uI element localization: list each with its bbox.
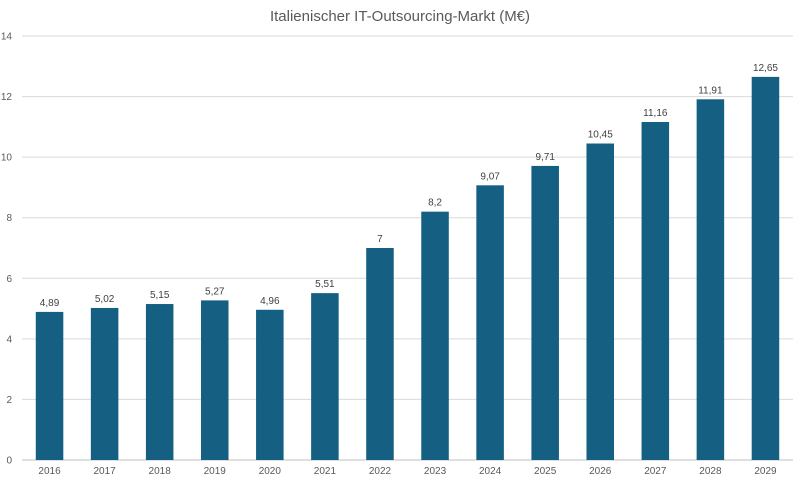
bar <box>696 99 725 460</box>
data-label: 12,65 <box>753 63 778 74</box>
data-label: 11,91 <box>698 85 723 96</box>
x-tick-label: 2021 <box>314 466 337 477</box>
y-tick-label: 6 <box>6 274 12 285</box>
data-label: 5,02 <box>95 294 115 305</box>
bar <box>531 165 559 460</box>
data-label: 5,15 <box>150 290 170 301</box>
data-label: 5,27 <box>205 286 225 297</box>
bar <box>145 304 174 460</box>
y-tick-label: 8 <box>6 213 12 224</box>
y-tick-label: 10 <box>1 153 13 164</box>
bar <box>476 185 504 460</box>
bar <box>366 248 394 460</box>
data-label: 11,16 <box>643 108 668 119</box>
data-label: 9,71 <box>535 152 555 163</box>
x-tick-label: 2024 <box>479 466 502 477</box>
data-label: 5,51 <box>315 279 335 290</box>
bar-layer <box>35 76 780 461</box>
y-tick-label: 4 <box>6 334 12 345</box>
y-tick-label: 14 <box>1 32 13 43</box>
x-tick-label: 2027 <box>644 466 667 477</box>
label-layer: 0 2 4 6 8 10 12 14 4,89 2016 5,02 2017 5,15 2018 5,27 2… <box>1 32 779 477</box>
bar <box>35 311 64 460</box>
x-tick-label: 2016 <box>38 466 61 477</box>
chart-title: Italienischer IT-Outsourcing-Markt (M€) <box>269 8 531 25</box>
data-label: 4,96 <box>260 296 280 307</box>
data-label: 9,07 <box>480 171 500 182</box>
grid-layer <box>22 35 793 461</box>
bar <box>256 309 284 460</box>
x-tick-label: 2025 <box>534 466 557 477</box>
bar <box>421 211 449 460</box>
y-tick-label: 2 <box>6 395 12 406</box>
bar <box>586 143 615 460</box>
x-tick-label: 2028 <box>699 466 722 477</box>
x-tick-label: 2018 <box>149 466 172 477</box>
x-tick-label: 2020 <box>259 466 282 477</box>
data-label: 8,2 <box>428 198 442 209</box>
data-label: 7 <box>377 234 383 245</box>
data-label: 4,89 <box>40 298 60 309</box>
x-tick-label: 2023 <box>424 466 447 477</box>
bar <box>200 300 229 460</box>
x-tick-label: 2026 <box>589 466 612 477</box>
y-tick-label: 12 <box>1 92 13 103</box>
bar <box>641 122 670 461</box>
bar <box>311 293 339 460</box>
bar <box>751 76 780 460</box>
x-tick-label: 2022 <box>369 466 392 477</box>
x-tick-label: 2019 <box>204 466 227 477</box>
x-tick-label: 2017 <box>93 466 116 477</box>
y-tick-label: 0 <box>6 456 12 467</box>
bar <box>90 307 119 460</box>
x-tick-label: 2029 <box>754 466 777 477</box>
data-label: 10,45 <box>588 130 613 141</box>
